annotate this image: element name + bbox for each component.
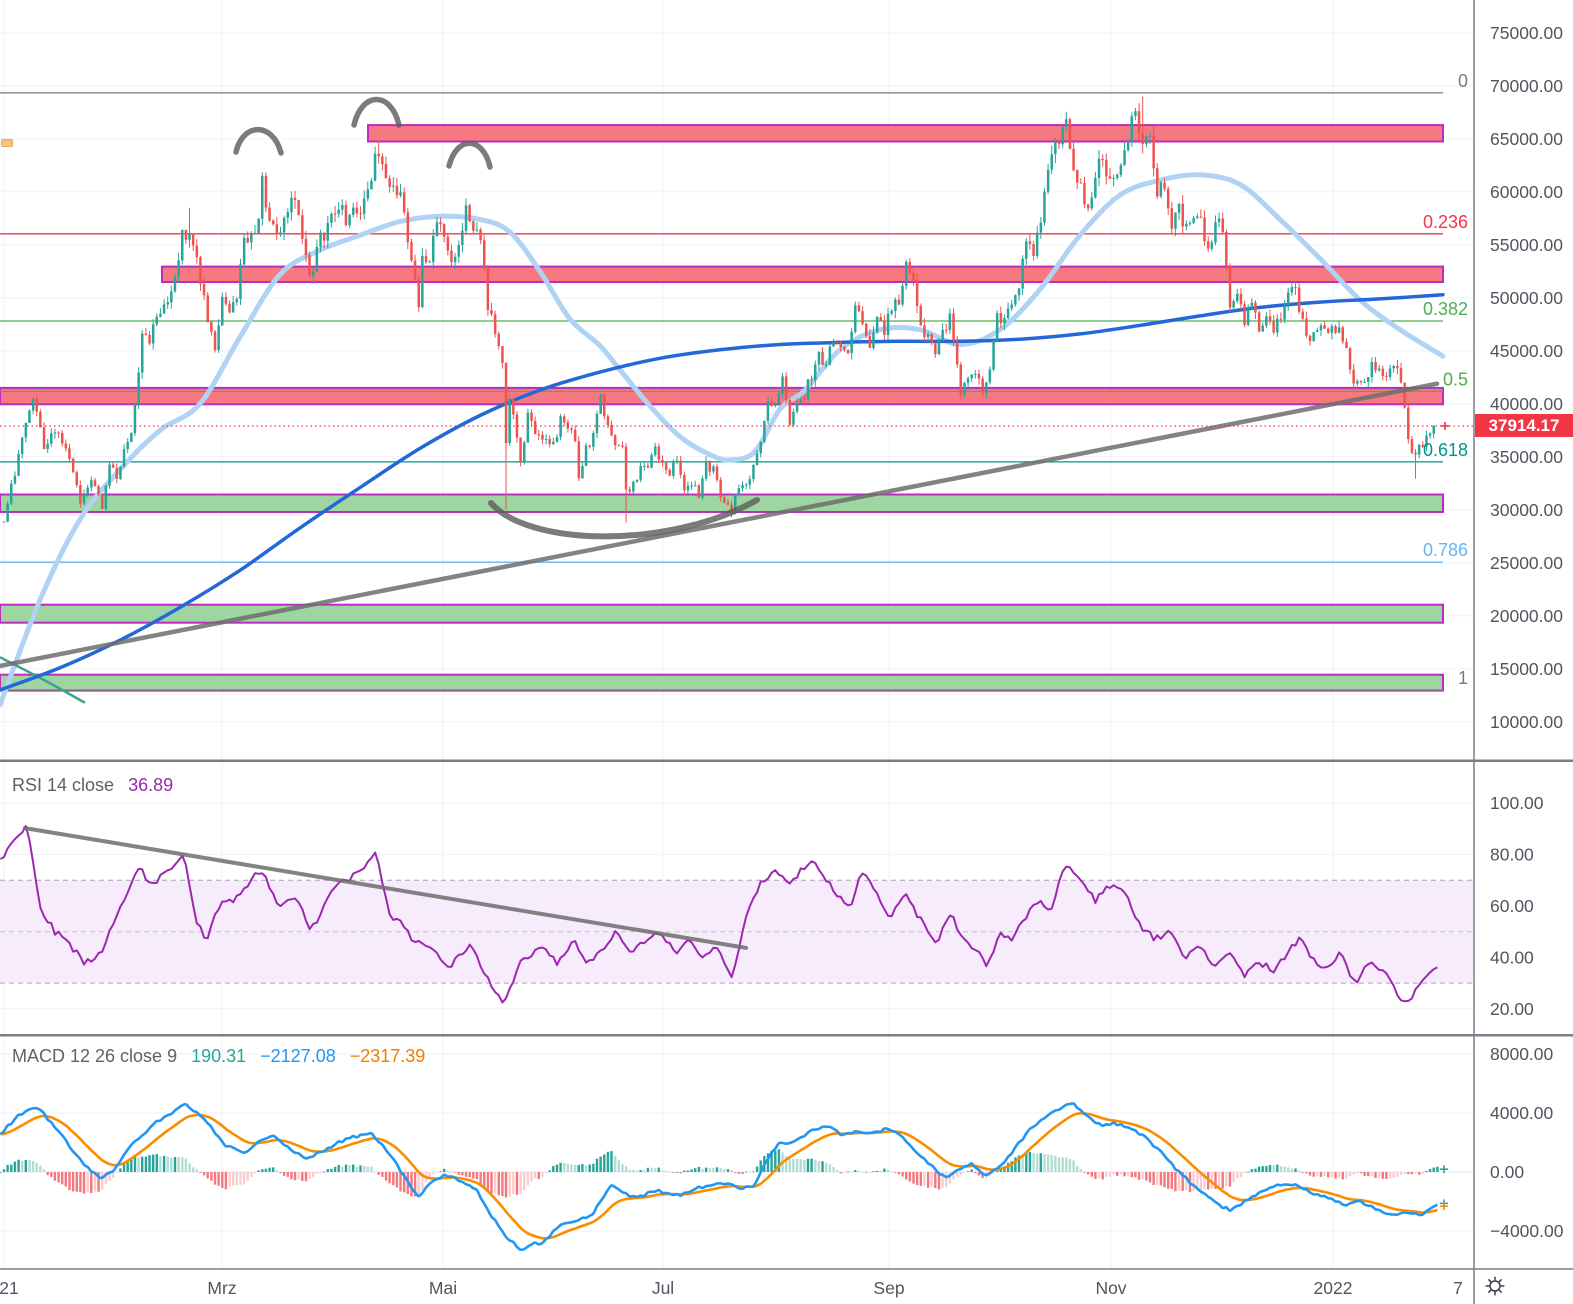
svg-text:45000.00: 45000.00 [1490,341,1563,361]
arc-annotation-1 [233,126,284,156]
svg-text:0.00: 0.00 [1490,1162,1524,1182]
fib-label-0.786: 0.786 [1423,540,1468,560]
macd-line-value: −2127.08 [260,1046,336,1066]
arc-annotation-4 [488,497,760,540]
rsi-trendline [23,826,748,950]
rsi-pane[interactable] [0,825,1474,1004]
time-label-2022: 2022 [1314,1278,1353,1298]
svg-text:60.00: 60.00 [1490,896,1534,916]
arc-annotation-2 [351,96,402,128]
resistance-zone-52k[interactable] [161,265,1444,284]
ma-line-slow [0,292,1445,692]
macd-histogram-value: 190.31 [191,1046,247,1066]
gear-icon [1485,1276,1505,1296]
fib-label-0: 0 [1458,71,1468,91]
svg-text:65000.00: 65000.00 [1490,129,1563,149]
svg-text:40000.00: 40000.00 [1490,394,1563,414]
svg-text:25000.00: 25000.00 [1490,553,1563,573]
svg-text:70000.00: 70000.00 [1490,76,1563,96]
macd-indicator-title[interactable]: MACD 12 26 close 9 [12,1046,178,1066]
support-zone-20k[interactable] [0,603,1444,624]
rsi-indicator-title[interactable]: RSI 14 close [12,775,115,795]
time-label-Sep: Sep [873,1278,904,1298]
time-label-7: 7 [1453,1278,1463,1298]
svg-text:−4000.00: −4000.00 [1490,1221,1564,1241]
fib-label-1: 1 [1458,668,1468,688]
time-label-Mrz: Mrz [207,1278,236,1298]
macd-signal-value: −2317.39 [349,1046,426,1066]
current-price-label: 37914.17 [1475,414,1573,437]
trendline-drawing [0,381,1440,669]
svg-text:4000.00: 4000.00 [1490,1103,1554,1123]
fib-retracement[interactable] [0,92,1443,691]
fib-labels: 0 0.236 0.382 0.5 0.618 0.786 1 [1423,71,1468,688]
svg-text:8000.00: 8000.00 [1490,1044,1554,1064]
fib-label-0.5: 0.5 [1443,369,1468,389]
svg-text:100.00: 100.00 [1490,793,1544,813]
svg-text:50000.00: 50000.00 [1490,288,1563,308]
time-label-Jul: Jul [652,1278,674,1298]
resistance-zone-40k[interactable] [0,386,1444,406]
macd-main-line [0,1102,1438,1252]
macd-pane[interactable] [0,1102,1439,1252]
rsi-indicator-header: RSI 14 close 36.89 [12,775,187,796]
pane-divider-2[interactable] [0,1034,1573,1037]
time-label-Mai: Mai [429,1278,457,1298]
svg-text:10000.00: 10000.00 [1490,712,1563,732]
svg-text:30000.00: 30000.00 [1490,500,1563,520]
candlestick-series[interactable] [2,96,1435,523]
resistance-zone-65k[interactable] [367,124,1444,143]
settings-gear-icon[interactable] [1483,1274,1507,1298]
fib-label-0.618: 0.618 [1423,440,1468,460]
svg-text:75000.00: 75000.00 [1490,23,1563,43]
svg-text:80.00: 80.00 [1490,845,1534,865]
arc-annotation-3 [446,140,493,170]
pane-divider-1[interactable] [0,759,1573,763]
support-zone-13k[interactable] [0,673,1444,692]
svg-text:60000.00: 60000.00 [1490,182,1563,202]
axis-tick-labels: 75000.00 70000.00 65000.00 60000.00 55000.00… [0,23,1564,1298]
rsi-plot [0,825,1438,1004]
macd-signal-line [0,1111,1438,1240]
svg-text:15000.00: 15000.00 [1490,659,1563,679]
fib-label-0.382: 0.382 [1423,299,1468,319]
drawing-anchor-marker[interactable] [1,139,13,147]
fib-label-0.236: 0.236 [1423,212,1468,232]
svg-text:40.00: 40.00 [1490,947,1534,967]
time-label-21: 21 [0,1278,19,1298]
time-label-Nov: Nov [1095,1278,1126,1298]
svg-text:20.00: 20.00 [1490,999,1534,1019]
svg-text:35000.00: 35000.00 [1490,447,1563,467]
rsi-indicator-value: 36.89 [128,775,174,795]
drawing-annotations[interactable] [0,96,1440,669]
svg-text:20000.00: 20000.00 [1490,606,1563,626]
macd-indicator-header: MACD 12 26 close 9 190.31 −2127.08 −2317.39 [12,1046,439,1067]
svg-text:55000.00: 55000.00 [1490,235,1563,255]
